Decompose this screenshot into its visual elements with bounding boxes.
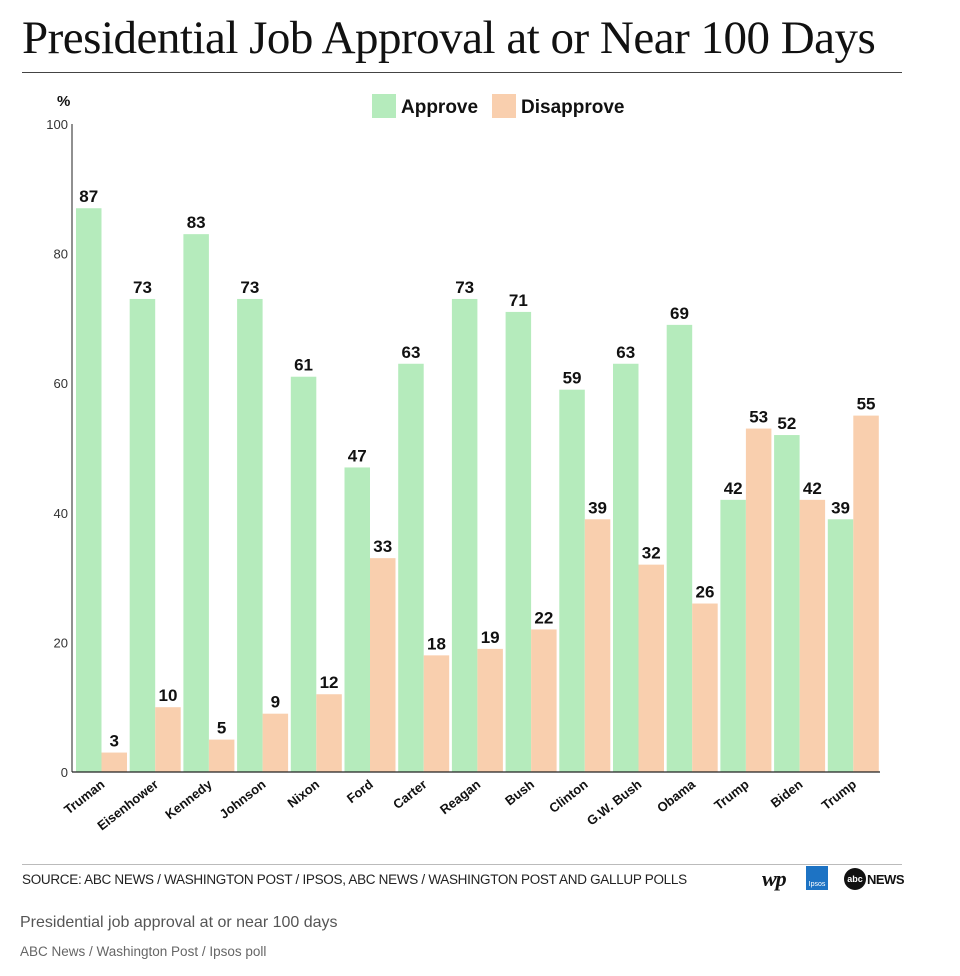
x-tick-label: Johnson — [217, 777, 269, 822]
figure-caption: Presidential job approval at or near 100… — [20, 914, 338, 931]
approve-value-label: 73 — [133, 278, 152, 297]
ipsos-logo-text: Ipsos — [808, 881, 826, 888]
legend-label-disapprove: Disapprove — [521, 97, 624, 118]
legend-swatch-approve — [372, 94, 396, 118]
legend-swatch-disapprove — [492, 94, 516, 118]
approve-bar — [827, 519, 854, 772]
x-tick-label: Nixon — [284, 777, 322, 811]
disapprove-value-label: 10 — [158, 686, 177, 705]
abc-logo-circle: abc — [844, 868, 866, 890]
disapprove-value-label: 42 — [803, 479, 822, 498]
title-divider — [22, 72, 902, 73]
approve-bar — [344, 467, 370, 772]
approve-value-label: 42 — [724, 479, 743, 498]
approve-value-label: 39 — [831, 498, 850, 517]
approve-value-label: 63 — [616, 343, 635, 362]
approve-bar — [505, 311, 532, 772]
x-tick-label: Ford — [344, 777, 376, 807]
disapprove-value-label: 32 — [642, 544, 661, 563]
disapprove-bar — [262, 713, 289, 772]
disapprove-bar — [799, 499, 826, 772]
approve-bar — [774, 435, 800, 772]
approve-value-label: 61 — [294, 356, 313, 375]
approve-value-label: 83 — [187, 213, 206, 232]
abc-news-logo: abc NEWS — [844, 868, 905, 890]
legend-label-approve: Approve — [401, 97, 478, 118]
disapprove-value-label: 39 — [588, 498, 607, 517]
disapprove-value-label: 26 — [695, 583, 714, 602]
x-tick-label: Bush — [502, 777, 537, 809]
disapprove-bar — [370, 558, 396, 772]
approve-value-label: 69 — [670, 304, 689, 323]
approve-bar — [237, 298, 263, 772]
y-tick-label: 0 — [61, 765, 68, 780]
approve-value-label: 59 — [563, 369, 582, 388]
y-axis-label: % — [57, 93, 70, 110]
source-divider — [22, 864, 902, 865]
x-tick-label: Trump — [711, 777, 752, 813]
y-tick-label: 40 — [54, 506, 68, 521]
approve-value-label: 73 — [455, 278, 474, 297]
disapprove-value-label: 9 — [271, 693, 280, 712]
approve-value-label: 47 — [348, 446, 367, 465]
disapprove-value-label: 22 — [534, 608, 553, 627]
x-tick-label: G.W. Bush — [584, 777, 645, 829]
disapprove-bar — [692, 603, 718, 772]
approve-value-label: 71 — [509, 291, 528, 310]
x-tick-label: Kennedy — [162, 776, 215, 822]
approve-bar — [129, 298, 156, 772]
x-tick-label: Carter — [390, 777, 429, 812]
disapprove-value-label: 18 — [427, 634, 446, 653]
disapprove-bar — [745, 428, 772, 772]
disapprove-value-label: 5 — [217, 719, 226, 738]
approve-value-label: 87 — [79, 187, 98, 206]
approve-bar — [76, 208, 102, 773]
approve-value-label: 73 — [240, 278, 259, 297]
disapprove-value-label: 3 — [110, 732, 119, 751]
figure-credit: ABC News / Washington Post / Ipsos poll — [20, 944, 267, 959]
disapprove-bar — [638, 564, 664, 772]
disapprove-bar — [423, 655, 450, 772]
disapprove-bar — [316, 694, 342, 772]
approve-bar — [290, 376, 317, 772]
source-note: SOURCE: ABC NEWS / WASHINGTON POST / IPS… — [22, 872, 687, 887]
x-tick-label: Trump — [819, 777, 860, 813]
approve-bar — [559, 389, 585, 772]
approve-value-label: 63 — [401, 343, 420, 362]
x-tick-label: Biden — [768, 777, 806, 811]
disapprove-value-label: 19 — [481, 628, 500, 647]
disapprove-value-label: 53 — [749, 408, 768, 427]
abc-logo-news: NEWS — [867, 871, 905, 887]
ipsos-logo: Ipsos — [806, 866, 828, 890]
y-tick-label: 20 — [54, 635, 68, 650]
disapprove-bar — [531, 629, 557, 772]
disapprove-bar — [208, 739, 235, 772]
x-tick-label: Obama — [654, 776, 699, 815]
y-tick-label: 80 — [54, 247, 68, 262]
disapprove-bar — [101, 752, 127, 772]
disapprove-value-label: 33 — [373, 537, 392, 556]
washington-post-logo: wp — [762, 866, 787, 891]
approve-bar — [398, 363, 424, 772]
y-tick-label: 100 — [46, 117, 68, 132]
y-tick-label: 60 — [54, 376, 68, 391]
x-tick-label: Truman — [61, 777, 107, 818]
approve-bar — [666, 324, 693, 772]
x-tick-label: Reagan — [437, 777, 483, 818]
disapprove-value-label: 12 — [320, 673, 339, 692]
approve-value-label: 52 — [777, 414, 796, 433]
disapprove-bar — [155, 707, 181, 772]
disapprove-value-label: 55 — [857, 395, 876, 414]
disapprove-bar — [477, 648, 503, 772]
page-title: Presidential Job Approval at or Near 100… — [22, 12, 876, 64]
disapprove-bar — [853, 415, 879, 772]
approve-bar — [451, 298, 478, 772]
bar-chart: % 0 20 40 60 80 100 Approve Disapprove 87 3 Truman 7… — [46, 93, 880, 833]
x-tick-label: Clinton — [546, 777, 591, 816]
disapprove-bar — [584, 519, 611, 772]
approve-bar — [613, 363, 639, 772]
approve-bar — [183, 234, 209, 772]
approve-bar — [720, 499, 746, 772]
